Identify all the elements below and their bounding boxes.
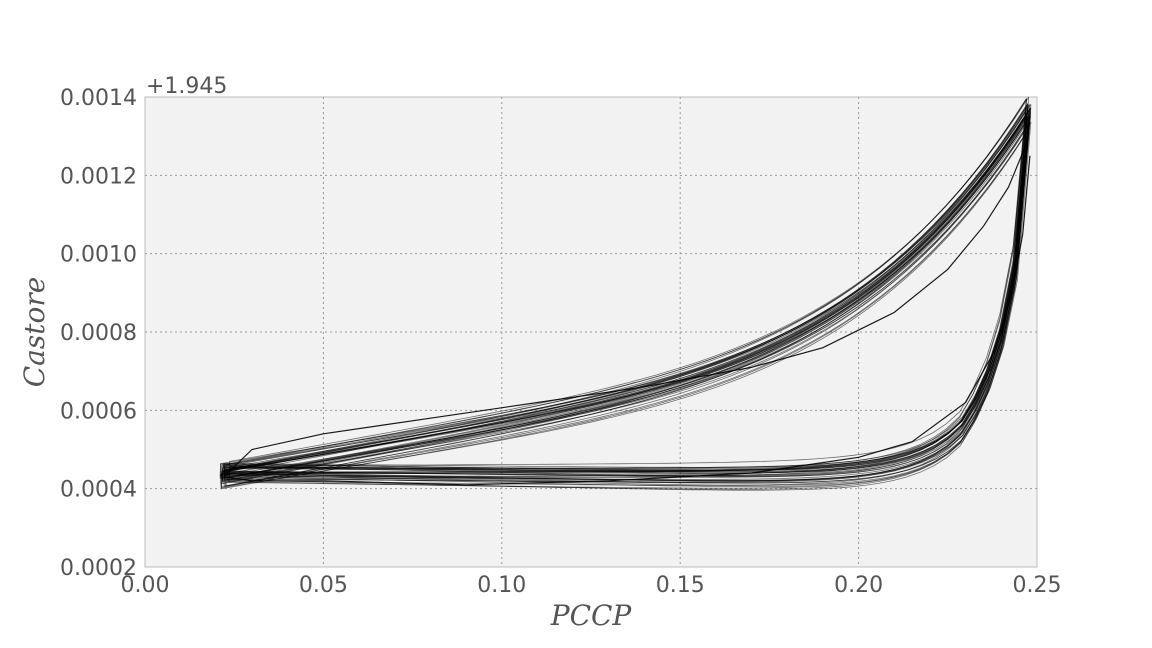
y-tick-label: 0.0010: [60, 243, 137, 268]
y-tick-label: 0.0012: [60, 164, 137, 189]
y-tick-label: 0.0002: [60, 556, 137, 581]
x-tick-label: 0.15: [656, 573, 705, 598]
y-tick-label: 0.0008: [60, 321, 137, 346]
y-tick-label: 0.0014: [60, 86, 137, 111]
data-curves: [219, 96, 1032, 491]
x-tick-label: 0.10: [477, 573, 526, 598]
x-tick-label: 0.05: [299, 573, 348, 598]
y-axis-label: Castore: [18, 277, 51, 388]
series-line: [223, 155, 1031, 486]
y-tick-label: 0.0004: [60, 478, 137, 503]
trajectory-line: [223, 118, 1027, 487]
trajectory-line: [229, 107, 1032, 479]
y-offset-label: +1.945: [146, 74, 227, 99]
x-tick-labels: 0.00 0.05 0.10 0.15 0.20 0.25: [121, 573, 1062, 598]
y-tick-label: 0.0006: [60, 399, 137, 424]
x-tick-label: 0.20: [834, 573, 883, 598]
x-axis-label: PCCP: [550, 599, 633, 632]
x-tick-label: 0.25: [1013, 573, 1062, 598]
trajectory-line: [225, 98, 1027, 477]
trajectory-line: [226, 114, 1027, 483]
series-line: [223, 143, 1027, 478]
y-tick-labels: 0.0002 0.0004 0.0006 0.0008 0.0010 0.0012 0.00…: [60, 86, 137, 581]
trajectory-line: [222, 115, 1028, 484]
x-tick-label: 0.00: [121, 573, 170, 598]
